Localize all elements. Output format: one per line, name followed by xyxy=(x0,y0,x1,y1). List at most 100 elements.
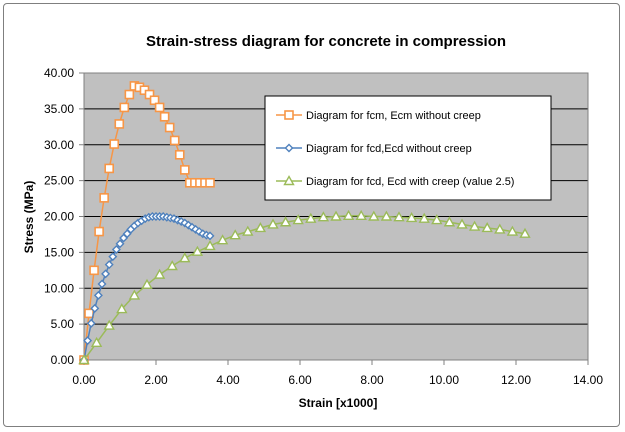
data-point xyxy=(481,222,493,233)
data-point xyxy=(431,214,443,225)
data-point xyxy=(405,212,418,223)
legend: Diagram for fcm, Ecm without creep Diagra… xyxy=(264,95,552,201)
data-point xyxy=(99,193,109,203)
legend-item: Diagram for fcd, Ecd with creep (value 2… xyxy=(276,175,514,188)
chart-title: Strain-stress diagram for concrete in co… xyxy=(146,33,506,50)
legend-item: Diagram for fcm, Ecm without creep xyxy=(276,110,481,122)
data-point xyxy=(166,260,178,271)
legend-marker xyxy=(284,110,294,120)
data-point xyxy=(153,268,166,279)
data-point xyxy=(109,139,120,149)
data-point xyxy=(154,102,165,113)
data-point xyxy=(443,216,456,227)
data-point xyxy=(456,218,468,229)
data-point xyxy=(519,227,531,238)
x-axis-title: Strain [x1000] xyxy=(299,396,378,410)
data-point xyxy=(242,225,254,236)
y-tick-label: 30.00 xyxy=(44,138,74,152)
data-point xyxy=(111,245,121,254)
data-point xyxy=(317,211,330,222)
data-point xyxy=(205,231,215,241)
data-point xyxy=(144,89,155,100)
data-point xyxy=(159,111,170,122)
data-point xyxy=(104,260,114,270)
x-tick-labels: 0.00 2.00 4.00 6.00 8.00 10.00 12.00 14.00 xyxy=(72,360,603,387)
data-point xyxy=(108,252,118,262)
y-tick-label: 35.00 xyxy=(44,102,74,116)
data-point xyxy=(267,218,279,229)
data-point xyxy=(506,225,519,236)
data-point xyxy=(149,95,160,106)
legend-item: Diagram for fcd,Ecd without creep xyxy=(276,143,472,155)
y-tick-label: 5.00 xyxy=(51,317,75,331)
data-point xyxy=(204,239,216,251)
x-tick-label: 12.00 xyxy=(501,373,531,387)
data-point xyxy=(141,278,153,289)
y-tick-labels: 0.00 5.00 10.00 15.00 20.00 25.00 30.00 35.00 40… xyxy=(44,66,84,367)
data-point xyxy=(78,354,90,365)
data-point xyxy=(104,163,114,174)
data-point xyxy=(418,212,430,223)
x-tick-label: 8.00 xyxy=(360,373,384,387)
data-point xyxy=(180,165,190,175)
legend-marker xyxy=(283,175,295,186)
data-point xyxy=(229,229,241,240)
legend-label: Diagram for fcd,Ecd without creep xyxy=(306,143,472,155)
data-point xyxy=(205,177,215,188)
x-tick-label: 4.00 xyxy=(216,373,240,387)
y-tick-label: 20.00 xyxy=(44,210,74,224)
data-point xyxy=(115,239,125,249)
data-point xyxy=(380,210,393,221)
x-tick-label: 10.00 xyxy=(429,373,459,387)
data-point xyxy=(164,122,175,133)
data-point xyxy=(355,209,367,220)
data-point xyxy=(101,269,111,279)
data-point xyxy=(279,216,292,227)
data-point xyxy=(119,102,130,113)
data-point xyxy=(128,289,141,300)
x-tick-label: 6.00 xyxy=(288,373,312,387)
series-layer xyxy=(78,81,531,365)
data-point xyxy=(494,223,506,234)
data-point xyxy=(368,210,380,221)
series-2 xyxy=(79,212,215,365)
x-tick-label: 14.00 xyxy=(573,373,603,387)
data-point xyxy=(216,234,229,245)
legend-box xyxy=(264,95,552,201)
data-point xyxy=(468,220,481,231)
data-point xyxy=(83,336,93,346)
x-tick-label: 2.00 xyxy=(144,373,168,387)
data-point xyxy=(330,210,342,221)
data-point xyxy=(90,303,100,313)
y-tick-label: 0.00 xyxy=(51,353,75,367)
data-point xyxy=(124,89,135,100)
legend-label: Diagram for fcm, Ecm without creep xyxy=(306,110,481,122)
data-point xyxy=(305,212,317,223)
data-point xyxy=(103,319,115,330)
data-point xyxy=(292,214,304,225)
data-point xyxy=(174,149,185,160)
data-point xyxy=(169,135,180,146)
data-point xyxy=(342,209,355,220)
y-tick-label: 10.00 xyxy=(44,281,74,295)
data-point xyxy=(86,318,96,328)
data-point xyxy=(114,119,125,129)
x-tick-label: 0.00 xyxy=(72,373,96,387)
data-point xyxy=(254,222,267,233)
data-point xyxy=(94,226,104,237)
data-point xyxy=(116,303,128,314)
y-tick-label: 25.00 xyxy=(44,174,74,188)
data-point xyxy=(89,265,99,276)
data-point xyxy=(90,336,103,347)
data-point xyxy=(97,279,107,289)
data-point xyxy=(93,290,103,300)
y-tick-label: 40.00 xyxy=(44,66,74,80)
legend-label: Diagram for fcd, Ecd with creep (value 2… xyxy=(306,176,514,188)
data-point xyxy=(393,211,405,222)
y-axis-title: Stress (MPa) xyxy=(22,181,36,254)
series-3 xyxy=(78,209,531,365)
y-tick-label: 15.00 xyxy=(44,245,74,259)
data-point xyxy=(179,252,191,263)
data-point xyxy=(84,308,94,319)
